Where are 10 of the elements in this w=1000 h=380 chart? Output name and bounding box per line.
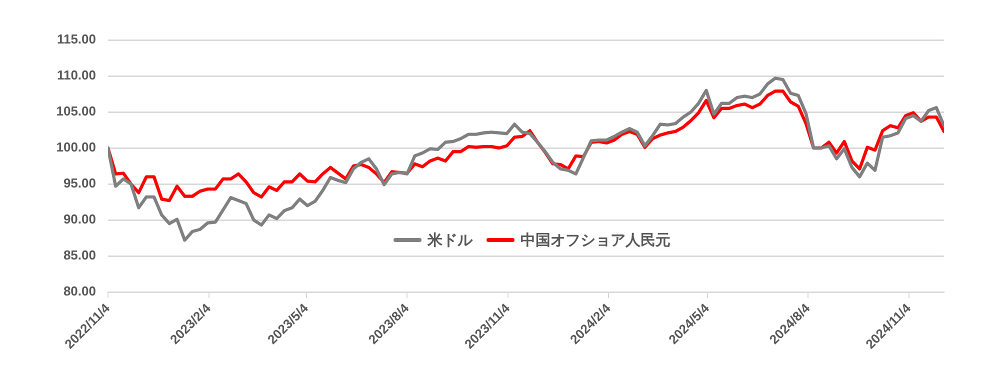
y-tick-label: 85.00 xyxy=(63,248,96,263)
legend-label: 米ドル xyxy=(426,232,474,250)
y-tick-label: 90.00 xyxy=(63,212,96,227)
y-tick-label: 115.00 xyxy=(56,32,96,47)
y-tick-label: 95.00 xyxy=(63,176,96,191)
legend-label: 中国オフショア人民元 xyxy=(520,232,670,250)
y-tick-label: 110.00 xyxy=(56,68,96,83)
y-tick-label: 105.00 xyxy=(56,104,96,119)
y-tick-label: 80.00 xyxy=(63,284,96,299)
y-tick-label: 100.00 xyxy=(56,140,96,155)
